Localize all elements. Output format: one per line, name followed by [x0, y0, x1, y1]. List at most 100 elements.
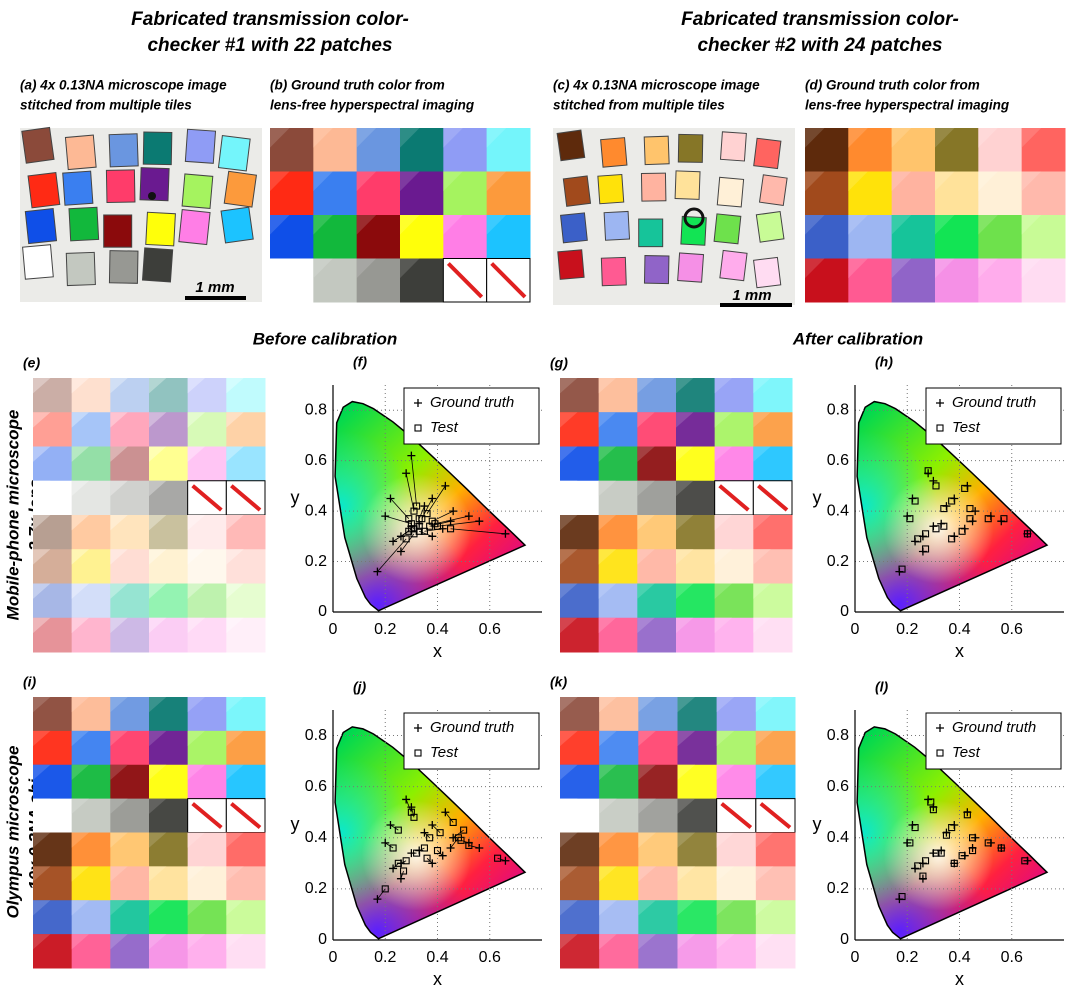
x-tick-label: 0.2: [896, 949, 918, 966]
patch-corner: [1021, 171, 1042, 192]
sample-patch: [145, 211, 176, 247]
patch-corner: [33, 798, 51, 814]
patch-corner: [638, 900, 656, 916]
patch-corner: [560, 866, 578, 882]
y-tick-label: 0.2: [305, 880, 327, 897]
patch-corner: [560, 764, 578, 780]
y-tick-label: 0: [840, 931, 849, 948]
y-tick-label: 0: [318, 931, 327, 948]
patch-corner: [71, 446, 90, 462]
square-marker: [950, 859, 958, 867]
error-line: [405, 473, 415, 512]
patch-corner: [33, 934, 51, 950]
patch-corner: [187, 378, 206, 394]
patch-corner: [33, 378, 51, 394]
patch-corner: [187, 832, 206, 848]
patch-corner: [110, 583, 128, 599]
patch-corner: [676, 515, 694, 531]
panel-label: (k): [550, 674, 567, 690]
error-line: [385, 515, 412, 525]
square-marker: [415, 515, 423, 523]
sample-patch: [24, 208, 58, 245]
square-marker: [898, 893, 906, 901]
y-tick-label: 0.4: [827, 502, 849, 519]
square-marker: [431, 520, 439, 528]
patch-corner: [560, 549, 578, 565]
patch-corner: [753, 583, 771, 599]
empty-slash: [720, 802, 753, 830]
sample-patch: [643, 135, 670, 166]
patch-corner: [560, 798, 578, 814]
square-marker: [921, 545, 930, 553]
error-line: [426, 485, 446, 514]
patch-corner: [71, 617, 90, 634]
caption: (a) 4x 0.13NA microscope image: [20, 78, 227, 93]
patch-corner: [599, 866, 617, 882]
legend-label: Test: [952, 419, 981, 436]
patch-corner: [638, 697, 656, 713]
patch-corner: [935, 171, 955, 192]
sample-patch: [141, 247, 174, 283]
plus-marker: [389, 864, 398, 873]
square-marker: [919, 872, 927, 880]
plus-marker: [381, 838, 390, 847]
sample-patch: [640, 172, 667, 202]
x-tick-label: 0: [329, 621, 338, 638]
error-line: [418, 505, 425, 519]
square-marker: [414, 749, 422, 757]
x-axis-label: x: [955, 969, 964, 988]
patch-corner: [598, 617, 617, 634]
y-tick-label: 0.2: [827, 880, 849, 897]
error-line: [445, 811, 454, 823]
empty-slash: [757, 484, 789, 512]
patch-corner: [805, 128, 825, 148]
x-tick-label: 0.6: [1001, 949, 1023, 966]
sample-patch: [108, 133, 139, 168]
x-tick-label: 0.2: [374, 949, 396, 966]
sample-patch: [643, 255, 670, 285]
patch-corner: [676, 378, 694, 394]
square-marker: [420, 527, 428, 535]
patch-corner: [935, 215, 955, 235]
legend-box: [925, 387, 1062, 445]
patch-corner: [638, 866, 656, 882]
patch-corner: [598, 515, 617, 531]
sample-patch: [560, 212, 588, 244]
patch-corner: [226, 730, 244, 747]
patch-corner: [598, 446, 617, 462]
patch-corner: [598, 378, 617, 394]
square-marker: [447, 525, 455, 533]
square-marker: [426, 834, 434, 842]
square-marker: [1021, 857, 1029, 865]
sample-patch: [184, 128, 217, 164]
plus-marker: [936, 724, 944, 732]
square-marker: [942, 831, 950, 839]
plus-marker: [428, 532, 437, 541]
patch-corner: [71, 934, 90, 950]
patch-corner: [598, 480, 617, 497]
patch-corner: [716, 900, 735, 916]
legend-box: [925, 712, 1062, 770]
patch-corner: [755, 764, 774, 780]
patch-corner: [935, 258, 955, 279]
patch-corner: [226, 866, 244, 882]
square-marker: [449, 818, 457, 826]
square-marker: [399, 867, 408, 875]
patch-corner: [714, 549, 733, 565]
patch-corner: [149, 730, 167, 747]
x-tick-label: 0: [851, 621, 860, 638]
patch-corner: [676, 549, 694, 565]
y-tick-label: 0: [318, 603, 327, 620]
plus-marker: [402, 469, 411, 478]
patch-corner: [313, 258, 333, 279]
patch-corner: [714, 515, 733, 531]
patch-corner: [978, 258, 998, 279]
patch-corner: [714, 583, 733, 599]
patch-corner: [716, 934, 735, 950]
square-marker: [936, 749, 944, 757]
square-marker: [911, 824, 919, 832]
patch-corner: [755, 934, 774, 950]
square-marker: [906, 839, 914, 847]
patch-corner: [149, 412, 167, 428]
patch-corner: [71, 583, 90, 599]
